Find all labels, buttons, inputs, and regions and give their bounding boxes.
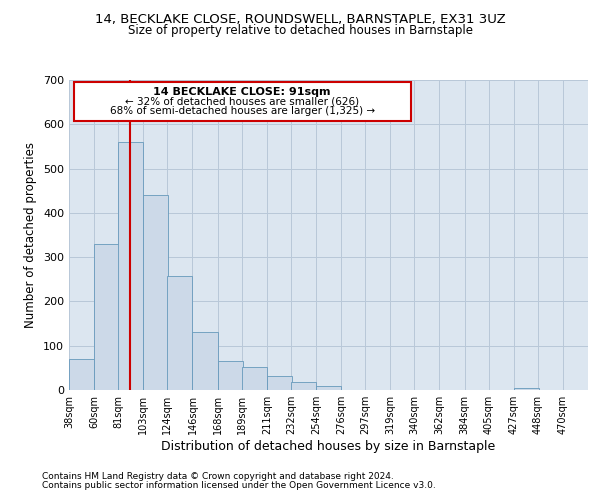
Text: Contains public sector information licensed under the Open Government Licence v3: Contains public sector information licen… bbox=[42, 481, 436, 490]
X-axis label: Distribution of detached houses by size in Barnstaple: Distribution of detached houses by size … bbox=[161, 440, 496, 453]
Bar bbox=[267, 376, 292, 390]
Bar bbox=[94, 244, 119, 390]
FancyBboxPatch shape bbox=[74, 82, 411, 121]
Text: 14, BECKLAKE CLOSE, ROUNDSWELL, BARNSTAPLE, EX31 3UZ: 14, BECKLAKE CLOSE, ROUNDSWELL, BARNSTAP… bbox=[95, 12, 505, 26]
Y-axis label: Number of detached properties: Number of detached properties bbox=[25, 142, 37, 328]
Text: Contains HM Land Registry data © Crown copyright and database right 2024.: Contains HM Land Registry data © Crown c… bbox=[42, 472, 394, 481]
Bar bbox=[143, 195, 169, 390]
Bar bbox=[242, 367, 267, 390]
Bar bbox=[514, 388, 539, 390]
Bar bbox=[291, 382, 316, 390]
Text: 14 BECKLAKE CLOSE: 91sqm: 14 BECKLAKE CLOSE: 91sqm bbox=[154, 87, 331, 97]
Bar bbox=[69, 359, 94, 390]
Bar bbox=[316, 386, 341, 390]
Bar bbox=[218, 361, 243, 390]
Bar bbox=[193, 332, 218, 390]
Bar bbox=[118, 142, 143, 390]
Text: Size of property relative to detached houses in Barnstaple: Size of property relative to detached ho… bbox=[128, 24, 473, 37]
Text: ← 32% of detached houses are smaller (626): ← 32% of detached houses are smaller (62… bbox=[125, 96, 359, 106]
Bar bbox=[167, 276, 193, 390]
Text: 68% of semi-detached houses are larger (1,325) →: 68% of semi-detached houses are larger (… bbox=[110, 106, 375, 117]
